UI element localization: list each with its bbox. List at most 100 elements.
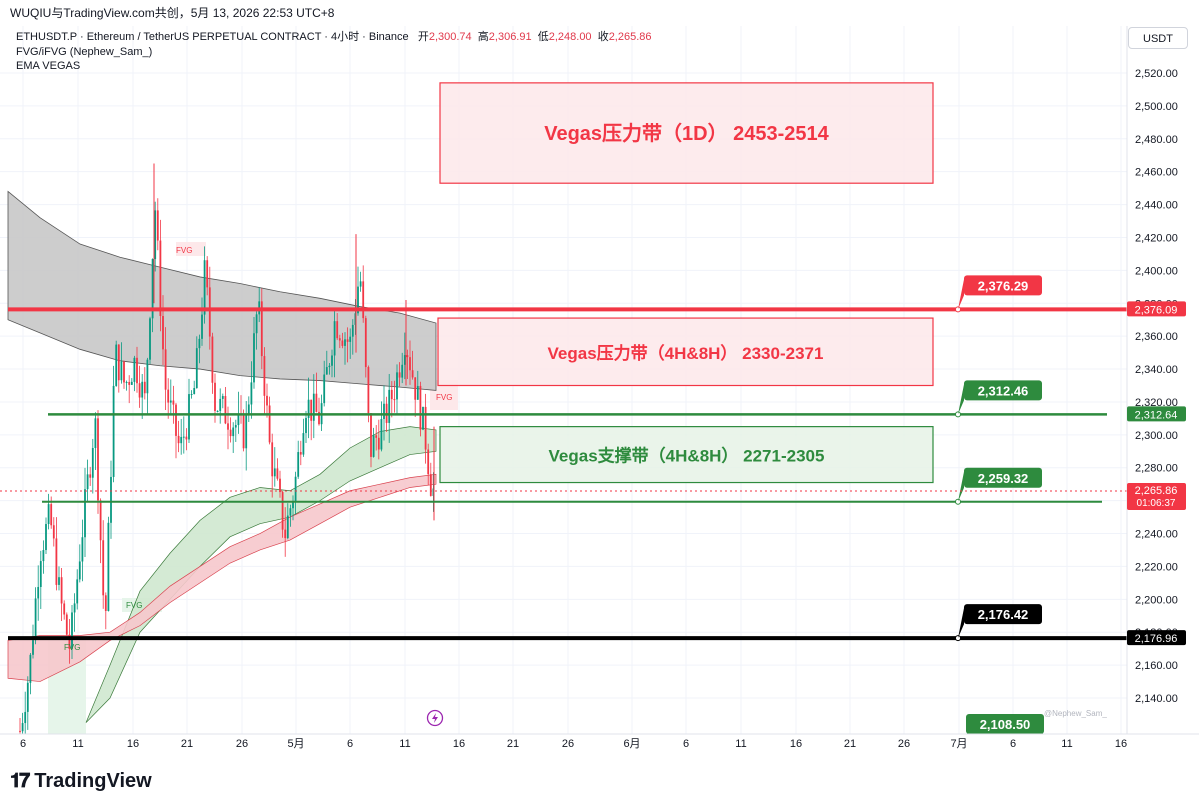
candle-body bbox=[34, 598, 37, 641]
candle-body bbox=[328, 365, 331, 368]
tradingview-logo[interactable]: 𝟏𝟕 TradingView bbox=[10, 768, 152, 794]
candle-body bbox=[84, 489, 86, 538]
tradingview-brand: TradingView bbox=[34, 769, 152, 792]
candle-body bbox=[227, 423, 229, 430]
candle-body bbox=[266, 395, 268, 406]
candle-body bbox=[97, 418, 99, 501]
candle-body bbox=[86, 474, 89, 490]
candle-body bbox=[125, 381, 128, 383]
ema-band-upper bbox=[7, 190, 437, 391]
candle-body bbox=[143, 381, 146, 394]
candle-body bbox=[32, 640, 34, 655]
horizontal-gridlines bbox=[0, 72, 1127, 699]
candle-body bbox=[24, 711, 27, 724]
candle-body bbox=[349, 336, 352, 342]
candle-body bbox=[229, 429, 232, 437]
x-tick-label: 11 bbox=[72, 738, 83, 750]
y-tick-label: 2,360.00 bbox=[1135, 331, 1178, 343]
open-label: 开 bbox=[417, 31, 429, 43]
y-tick-label: 2,300.00 bbox=[1135, 430, 1178, 442]
symbol-line[interactable]: ETHUSDT.P · Ethereum / TetherUS PERPETUA… bbox=[16, 31, 409, 43]
y-tick-label: 2,400.00 bbox=[1135, 265, 1178, 277]
price-axis[interactable]: 2,140.002,160.002,180.002,200.002,220.00… bbox=[1135, 68, 1178, 705]
candle-body bbox=[159, 240, 162, 317]
candle-body bbox=[130, 381, 133, 385]
candle-body bbox=[162, 316, 164, 350]
candle-body bbox=[336, 321, 339, 339]
candle-body bbox=[37, 586, 40, 599]
candle-body bbox=[380, 419, 383, 450]
candle-body bbox=[286, 515, 289, 539]
fvg-label: FVG bbox=[176, 246, 192, 255]
indicator-fvg[interactable]: FVG/iFVG (Nephew_Sam_) bbox=[16, 45, 153, 58]
candle-body bbox=[263, 356, 266, 396]
x-tick-label: 11 bbox=[399, 738, 410, 750]
horizontal-lines: 2,376.29 2,312.46 2,259.32 2,176.42 2,108.50 bbox=[8, 275, 1127, 734]
candle-body bbox=[201, 314, 203, 339]
y-tick-label: 2,480.00 bbox=[1135, 134, 1178, 146]
indicator-ema-vegas[interactable]: EMA VEGAS bbox=[16, 60, 81, 72]
candle-body bbox=[185, 436, 188, 440]
candle-body bbox=[370, 413, 372, 457]
candle-body bbox=[123, 361, 125, 383]
candle-body bbox=[177, 435, 180, 444]
legend[interactable]: ETHUSDT.P · Ethereum / TetherUS PERPETUA… bbox=[16, 30, 652, 74]
candle-body bbox=[112, 385, 115, 477]
candle-body bbox=[19, 730, 21, 732]
axis-price-value: 2,176.96 bbox=[1135, 633, 1178, 645]
candle-body bbox=[50, 504, 53, 526]
y-tick-label: 2,160.00 bbox=[1135, 660, 1178, 672]
zone-label: Vegas压力带（4H&8H） 2330-2371 bbox=[548, 343, 824, 363]
y-tick-label: 2,420.00 bbox=[1135, 232, 1178, 244]
zone-label: Vegas支撑带（4H&8H） 2271-2305 bbox=[549, 446, 825, 466]
ema-band-red bbox=[7, 473, 437, 682]
candle-body bbox=[149, 318, 151, 360]
candle-body bbox=[396, 372, 398, 400]
x-tick-label: 6 bbox=[20, 738, 26, 750]
callout-tag bbox=[964, 467, 1042, 488]
candle-body bbox=[388, 389, 391, 423]
axis-price-value: 2,376.09 bbox=[1135, 304, 1178, 316]
candle-body bbox=[138, 383, 141, 398]
tradingview-logo-icon: 𝟏𝟕 bbox=[10, 769, 30, 792]
candle-body bbox=[401, 364, 404, 378]
x-tick-label: 26 bbox=[562, 738, 574, 750]
callout-label: 2,108.50 bbox=[980, 717, 1031, 732]
candle-body bbox=[357, 286, 359, 314]
candle-body bbox=[341, 340, 344, 346]
candle-body bbox=[151, 259, 154, 319]
candle-body bbox=[81, 537, 84, 562]
candle-body bbox=[52, 525, 55, 539]
candle-body bbox=[141, 381, 144, 398]
candle-body bbox=[253, 333, 255, 383]
candle-body bbox=[133, 357, 136, 382]
candle-body bbox=[364, 318, 367, 368]
candle-body bbox=[221, 396, 224, 399]
callout-label: 2,176.42 bbox=[978, 607, 1029, 622]
candle-body bbox=[55, 538, 58, 585]
candle-body bbox=[292, 500, 294, 509]
candle-body bbox=[318, 411, 320, 425]
candle-body bbox=[427, 449, 430, 475]
axis-price-tag bbox=[1127, 406, 1186, 422]
candle-body bbox=[63, 603, 66, 615]
candle-body bbox=[60, 577, 63, 604]
time-axis[interactable]: 6 11 16 21 26 5月 6 11 16 21 26 6月 6 11 16 21 26 7月 6 11 16 bbox=[20, 738, 1127, 750]
candle-body bbox=[284, 529, 287, 539]
lightning-icon[interactable] bbox=[426, 709, 444, 727]
candle-body bbox=[120, 361, 123, 381]
currency-selector[interactable]: USDT bbox=[1128, 27, 1188, 49]
candle-body bbox=[237, 413, 240, 426]
high-value: 2,306.91 bbox=[488, 31, 532, 43]
candle-body bbox=[260, 301, 263, 357]
candle-body bbox=[305, 417, 307, 434]
candle-body bbox=[195, 348, 198, 389]
candle-body bbox=[91, 447, 94, 478]
candle-body bbox=[398, 372, 401, 378]
fvg-box bbox=[176, 242, 206, 256]
y-tick-label: 2,440.00 bbox=[1135, 200, 1178, 212]
candle-body bbox=[383, 403, 385, 420]
candle-body bbox=[299, 452, 302, 455]
candle-body bbox=[182, 436, 185, 438]
